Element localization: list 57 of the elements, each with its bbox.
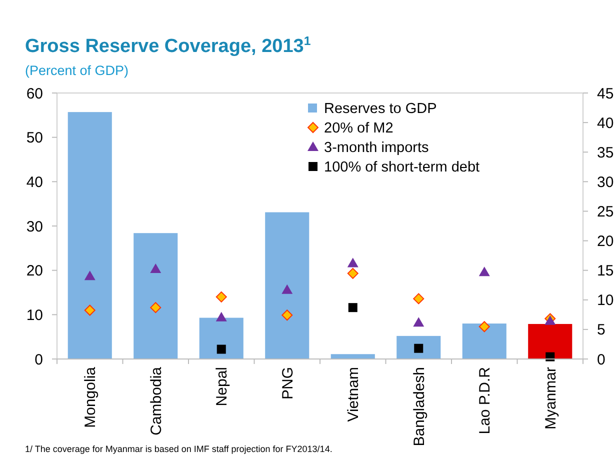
point <box>478 321 490 332</box>
point <box>216 291 227 302</box>
bar <box>68 112 112 359</box>
y2-tick-label: 25 <box>597 203 614 220</box>
bar <box>528 324 572 359</box>
x-tick-label: Vietnam <box>345 367 362 422</box>
y-tick-label: 60 <box>26 85 43 102</box>
point <box>282 310 293 321</box>
bar <box>265 212 310 359</box>
point <box>150 264 162 274</box>
legend-label: Reserves to GDP <box>324 101 437 118</box>
point <box>216 312 227 322</box>
y2-tick-label: 30 <box>597 174 614 191</box>
y-tick-label: 30 <box>26 218 43 236</box>
y2-tick-label: 35 <box>597 144 614 162</box>
bar <box>462 324 506 359</box>
x-tick-label: Nepal <box>214 367 231 406</box>
point <box>84 304 96 316</box>
x-tick-label: Mongolia <box>82 366 100 428</box>
bar <box>134 233 178 359</box>
text: 1/ The coverage for Myanmar is based on IMF staff projection for FY2013/14. <box>25 444 332 454</box>
legend-label: 100% of short-term debt <box>324 160 480 176</box>
chart-title: Gross Reserve Coverage, 2013$^{1}$ <box>25 34 311 57</box>
point <box>347 268 358 279</box>
y-tick-label: 40 <box>26 174 43 191</box>
y-tick-label: 20 <box>26 262 43 280</box>
point <box>413 293 424 304</box>
x-tick-label: Cambodia <box>148 366 165 436</box>
point <box>150 302 162 314</box>
x-tick-label: Bangladesh <box>410 367 428 446</box>
legend-label: 3-month imports <box>324 140 429 156</box>
y2-tick-label: 20 <box>597 233 614 250</box>
x-tick-label: PNG <box>279 367 296 400</box>
y2-tick-label: 0 <box>597 351 606 368</box>
bar <box>330 354 375 359</box>
point <box>348 303 358 312</box>
point <box>478 266 490 276</box>
legend-label: 20% of M2 <box>324 120 394 137</box>
y2-tick-label: 40 <box>597 114 614 132</box>
x-tick-label: Lao P.D.R <box>476 366 494 434</box>
point <box>216 344 226 354</box>
bar <box>199 318 244 359</box>
y-tick-label: 0 <box>34 351 43 368</box>
bar <box>396 336 441 359</box>
point <box>347 258 358 268</box>
y2-tick-label: 45 <box>597 85 614 102</box>
point <box>84 270 96 280</box>
x-tick-label: Myanmar <box>542 367 560 430</box>
point <box>282 284 293 294</box>
point <box>414 344 424 353</box>
chart-subtitle: (Percent of GDP) <box>25 63 129 78</box>
y2-tick-label: 10 <box>597 292 614 310</box>
y2-tick-label: 5 <box>597 322 606 339</box>
y-tick-label: 50 <box>26 130 43 147</box>
y-tick-label: 10 <box>26 306 43 324</box>
point <box>413 317 424 327</box>
y2-tick-label: 15 <box>597 262 614 280</box>
